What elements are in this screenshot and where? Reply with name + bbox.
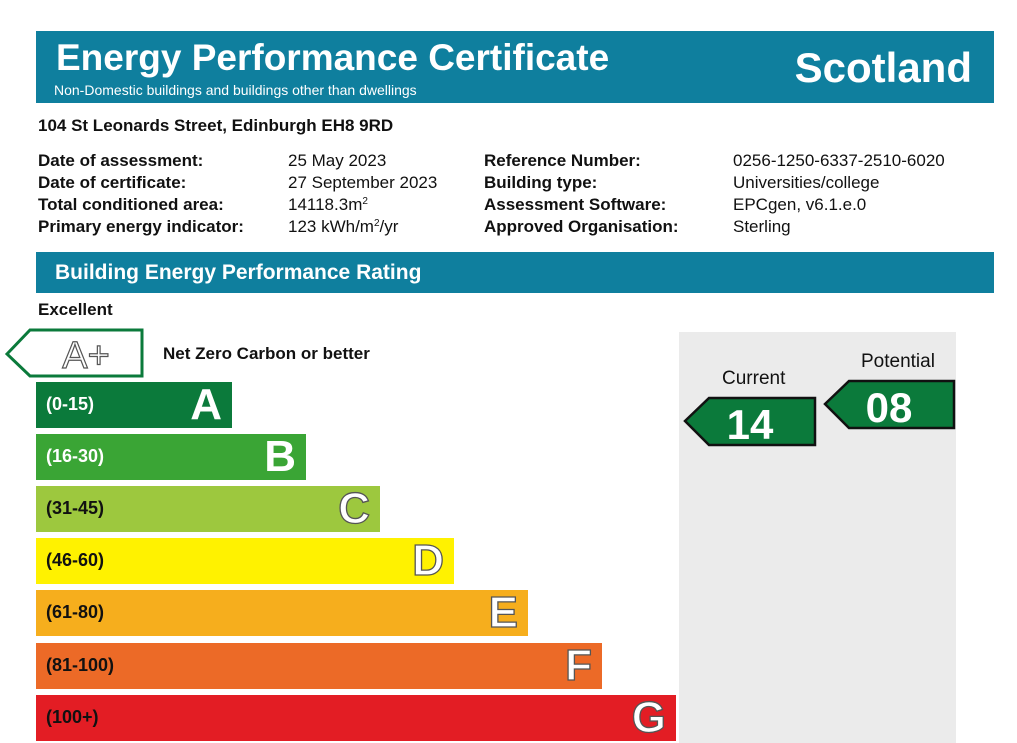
rating-section-band: Building Energy Performance Rating bbox=[36, 252, 994, 293]
rating-band-range: (46-60) bbox=[46, 550, 105, 570]
detail-labels-left: Date of assessment: Date of certificate:… bbox=[38, 150, 244, 238]
rating-band-range: (16-30) bbox=[46, 446, 105, 466]
aplus-letter: A+ bbox=[62, 335, 110, 377]
label-date-of-certificate: Date of certificate: bbox=[38, 173, 187, 192]
rating-band-f: (81-100) F bbox=[36, 640, 602, 691]
primary-energy-sup: 2 bbox=[373, 218, 380, 229]
primary-energy-unit: /yr bbox=[379, 217, 399, 236]
rating-band-range: (100+) bbox=[46, 707, 99, 727]
potential-rating-value: 08 bbox=[866, 384, 913, 431]
label-building-type: Building type: bbox=[484, 173, 598, 192]
current-rating-label: Current bbox=[722, 368, 786, 389]
rating-band-a: (0-15) A bbox=[36, 380, 232, 429]
rating-band-b: (16-30) B bbox=[36, 432, 306, 481]
rating-band-range: (81-100) bbox=[46, 655, 115, 675]
detail-values-left: 25 May 2023 27 September 2023 14118.3m2 … bbox=[288, 150, 437, 238]
value-building-type: Universities/college bbox=[733, 173, 880, 192]
current-rating-arrow bbox=[683, 396, 817, 447]
current-rating-value: 14 bbox=[727, 401, 774, 448]
detail-values-right: 0256-1250-6337-2510-6020 Universities/co… bbox=[733, 150, 945, 238]
value-reference-number: 0256-1250-6337-2510-6020 bbox=[733, 151, 945, 170]
rating-band-letter: A bbox=[190, 380, 222, 429]
rating-band-letter: G bbox=[631, 692, 667, 742]
rating-arrows: 14 08 bbox=[683, 379, 956, 448]
total-area-sup: 2 bbox=[362, 196, 368, 207]
value-date-of-assessment: 25 May 2023 bbox=[288, 151, 387, 170]
scale-top-label: Excellent bbox=[38, 300, 113, 319]
page-title: Energy Performance Certificate bbox=[56, 37, 610, 78]
label-organisation: Approved Organisation: bbox=[484, 217, 679, 236]
region-label: Scotland bbox=[794, 44, 972, 91]
rating-band-range: (0-15) bbox=[46, 394, 95, 414]
rating-band-letter: C bbox=[338, 483, 371, 533]
rating-band-c: (31-45) C bbox=[36, 483, 380, 534]
label-date-of-assessment: Date of assessment: bbox=[38, 151, 204, 170]
aplus-arrow: A+ bbox=[4, 328, 144, 378]
total-area-number: 14118.3m bbox=[288, 195, 363, 214]
aplus-description: Net Zero Carbon or better bbox=[163, 344, 370, 363]
label-reference-number: Reference Number: bbox=[484, 151, 641, 170]
value-organisation: Sterling bbox=[733, 217, 791, 236]
detail-labels-right: Reference Number: Building type: Assessm… bbox=[484, 150, 679, 238]
potential-rating-label: Potential bbox=[861, 351, 935, 372]
rating-band-letter: B bbox=[264, 432, 296, 481]
aplus-arrow-shape bbox=[4, 328, 144, 378]
label-primary-energy: Primary energy indicator: bbox=[38, 217, 244, 236]
page-subtitle: Non-Domestic buildings and buildings oth… bbox=[54, 82, 417, 98]
rating-band-letter: F bbox=[564, 640, 592, 690]
label-total-area: Total conditioned area: bbox=[38, 195, 224, 214]
rating-band-range: (31-45) bbox=[46, 498, 105, 518]
primary-energy-number: 123 kWh/m bbox=[288, 217, 374, 236]
rating-band-letter: D bbox=[412, 535, 445, 585]
rating-section-title: Building Energy Performance Rating bbox=[55, 261, 422, 284]
label-software: Assessment Software: bbox=[484, 195, 667, 214]
rating-band-range: (61-80) bbox=[46, 602, 105, 622]
header-band: Energy Performance Certificate Non-Domes… bbox=[36, 31, 994, 103]
rating-band-d: (46-60) D bbox=[36, 535, 454, 586]
property-address: 104 St Leonards Street, Edinburgh EH8 9R… bbox=[38, 116, 394, 135]
rating-band-g: (100+) G bbox=[36, 692, 676, 743]
rating-band-letter: E bbox=[488, 587, 519, 637]
value-primary-energy: 123 kWh/m2/yr bbox=[288, 216, 437, 238]
rating-band-e: (61-80) E bbox=[36, 587, 528, 638]
value-software: EPCgen, v6.1.e.0 bbox=[733, 195, 867, 214]
value-date-of-certificate: 27 September 2023 bbox=[288, 173, 438, 192]
value-total-area: 14118.3m2 bbox=[288, 194, 437, 216]
potential-rating-arrow bbox=[823, 379, 956, 430]
